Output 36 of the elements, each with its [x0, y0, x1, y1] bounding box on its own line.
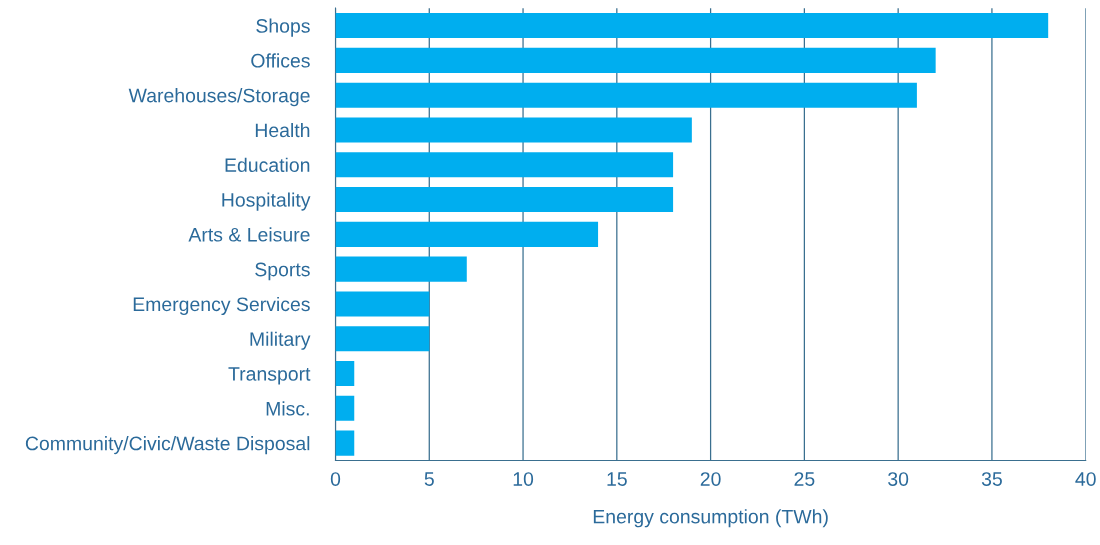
x-tick-label: 0 [330, 472, 341, 486]
y-tick-label: Sports [255, 262, 310, 281]
y-tick-label: Education [225, 157, 310, 172]
y-tick-label: Misc. [266, 401, 309, 416]
y-tick-label: Shops [256, 18, 310, 37]
x-tick-label: 40 [1075, 472, 1096, 486]
x-tick-label: 35 [981, 472, 1002, 486]
x-tick-label: 25 [794, 472, 815, 486]
y-tick-label: Arts & Leisure [188, 227, 310, 242]
bar [335, 361, 355, 387]
y-tick-label: Offices [251, 53, 310, 68]
bar [335, 47, 936, 73]
y-tick-label: Military [250, 331, 311, 350]
bar [335, 152, 674, 178]
bar [335, 82, 917, 108]
bar [335, 430, 355, 456]
x-tick-label: 10 [513, 472, 534, 486]
y-tick-label: Community/Civic/Waste Disposal [25, 436, 310, 455]
y-tick-label: Hospitality [222, 192, 311, 211]
y-tick-label: Warehouses/Storage [128, 88, 310, 107]
x-axis-title: Energy consumption (TWh) [593, 509, 828, 528]
bar [335, 326, 430, 352]
bar [335, 221, 599, 247]
y-tick-label: Transport [228, 367, 311, 385]
bar [335, 13, 1049, 39]
bar [335, 256, 467, 282]
x-tick-label: 15 [607, 472, 627, 486]
x-tick-label: 20 [700, 472, 721, 486]
bar [335, 395, 355, 421]
bar [335, 291, 430, 317]
x-tick-label: 5 [424, 472, 434, 486]
bar [335, 117, 692, 143]
y-tick-label: Emergency Services [133, 296, 310, 316]
x-tick-label: 30 [888, 472, 909, 486]
y-tick-label: Health [255, 122, 310, 138]
bar [335, 187, 674, 213]
